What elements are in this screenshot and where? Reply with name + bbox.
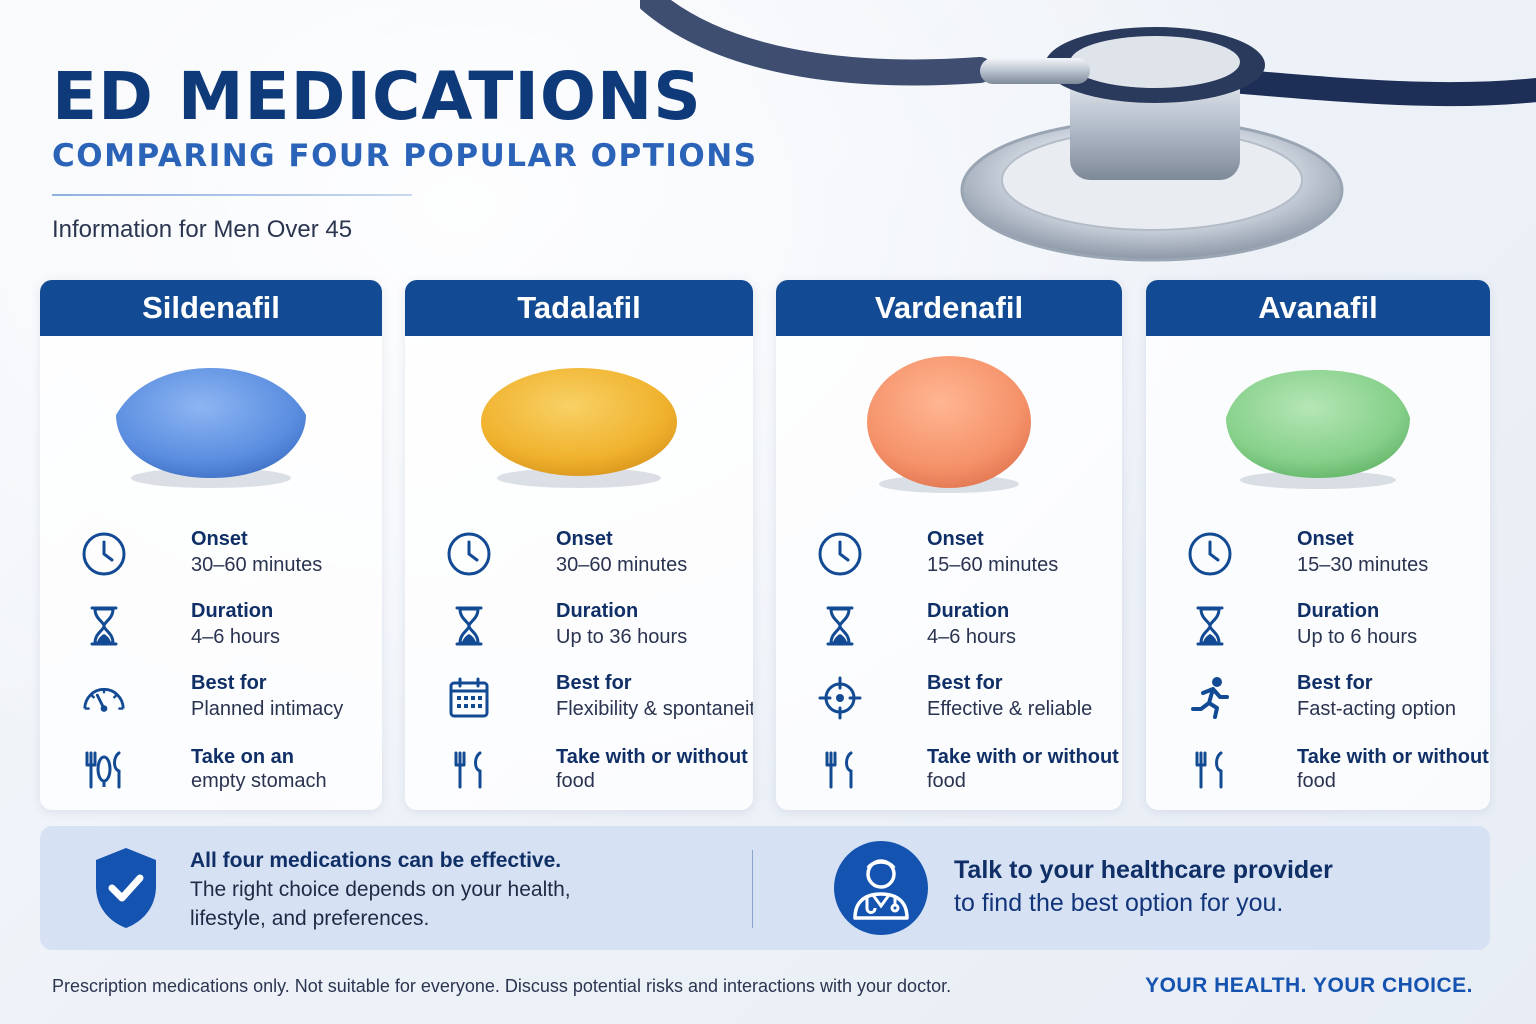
medication-card-sildenafil: Sildenafil Onset 30–60 minutes Duration … bbox=[40, 280, 382, 810]
onset-value: 15–60 minutes bbox=[927, 554, 1059, 576]
best-for-label: Best for bbox=[1297, 672, 1373, 694]
no-food-icon bbox=[85, 751, 121, 789]
advice-banner: All four medications can be effective. T… bbox=[40, 826, 1490, 950]
runner-icon bbox=[1191, 677, 1229, 719]
duration-label: Duration bbox=[556, 600, 639, 622]
best-for-value: Flexibility & spontaneity bbox=[556, 698, 753, 720]
best-for-label: Best for bbox=[556, 672, 632, 694]
best-for-label: Best for bbox=[927, 672, 1003, 694]
hourglass-icon bbox=[90, 606, 118, 646]
duration-value: Up to 6 hours bbox=[1297, 626, 1418, 648]
onset-value: 15–30 minutes bbox=[1297, 554, 1429, 576]
calendar-icon bbox=[449, 677, 489, 718]
medication-card-vardenafil: Vardenafil Onset 15–60 minutes Duration … bbox=[776, 280, 1122, 810]
food-instruction-line1: Take on an bbox=[191, 746, 294, 768]
onset-label: Onset bbox=[556, 528, 613, 550]
medication-card-avanafil: Avanafil Onset 15–30 minutes Duration Up… bbox=[1146, 280, 1490, 810]
page-subtitle: COMPARING FOUR POPULAR OPTIONS bbox=[52, 138, 758, 174]
footer-slogan: YOUR HEALTH. YOUR CHOICE. bbox=[1145, 974, 1473, 997]
footer-disclaimer: Prescription medications only. Not suita… bbox=[52, 976, 952, 996]
duration-label: Duration bbox=[191, 600, 274, 622]
card-title: Tadalafil bbox=[405, 280, 753, 336]
food-instruction-line1: Take with or without bbox=[927, 746, 1119, 768]
hourglass-icon bbox=[455, 606, 483, 646]
duration-value: 4–6 hours bbox=[191, 626, 280, 648]
food-instruction-line1: Take with or without bbox=[556, 746, 748, 768]
audience-tagline: Information for Men Over 45 bbox=[52, 216, 353, 243]
shield-check-icon bbox=[96, 848, 156, 928]
hourglass-icon bbox=[826, 606, 854, 646]
doctor-icon bbox=[834, 841, 928, 935]
clock-icon bbox=[1188, 532, 1232, 576]
duration-label: Duration bbox=[1297, 600, 1380, 622]
blue-pill-icon bbox=[116, 368, 306, 488]
duration-value: 4–6 hours bbox=[927, 626, 1016, 648]
best-for-label: Best for bbox=[191, 672, 267, 694]
food-instruction-line2: empty stomach bbox=[191, 770, 327, 792]
best-for-value: Planned intimacy bbox=[191, 698, 344, 720]
card-title: Avanafil bbox=[1146, 280, 1490, 336]
food-instruction-line1: Take with or without bbox=[1297, 746, 1489, 768]
target-icon bbox=[818, 676, 862, 720]
duration-value: Up to 36 hours bbox=[556, 626, 688, 648]
stethoscope-image bbox=[640, 0, 1536, 262]
utensils-icon bbox=[1195, 751, 1223, 789]
best-for-value: Fast-acting option bbox=[1297, 698, 1456, 720]
page-title: ED MEDICATIONS bbox=[52, 58, 702, 135]
onset-label: Onset bbox=[1297, 528, 1354, 550]
hourglass-icon bbox=[1196, 606, 1224, 646]
utensils-icon bbox=[825, 751, 853, 789]
title-divider bbox=[52, 194, 412, 196]
onset-value: 30–60 minutes bbox=[191, 554, 323, 576]
food-instruction-line2: food bbox=[927, 770, 966, 792]
provider-headline: Talk to your healthcare provider bbox=[954, 856, 1333, 884]
banner-text-line2: lifestyle, and preferences. bbox=[190, 907, 430, 930]
food-instruction-line2: food bbox=[556, 770, 595, 792]
orange-pill-icon bbox=[867, 356, 1031, 493]
medication-card-tadalafil: Tadalafil Onset 30–60 minutes Duration U… bbox=[405, 280, 753, 810]
gauge-icon bbox=[83, 688, 125, 712]
duration-label: Duration bbox=[927, 600, 1010, 622]
best-for-value: Effective & reliable bbox=[927, 698, 1093, 720]
clock-icon bbox=[82, 532, 126, 576]
banner-divider bbox=[752, 850, 753, 928]
banner-headline: All four medications can be effective. bbox=[190, 849, 562, 872]
clock-icon bbox=[447, 532, 491, 576]
clock-icon bbox=[818, 532, 862, 576]
onset-value: 30–60 minutes bbox=[556, 554, 688, 576]
food-instruction-line2: food bbox=[1297, 770, 1336, 792]
card-title: Sildenafil bbox=[40, 280, 382, 336]
yellow-pill-icon bbox=[481, 368, 677, 488]
banner-text-line1: The right choice depends on your health, bbox=[190, 878, 571, 901]
utensils-icon bbox=[454, 751, 482, 789]
provider-text: to find the best option for you. bbox=[954, 889, 1284, 917]
green-pill-icon bbox=[1226, 370, 1410, 489]
card-title: Vardenafil bbox=[776, 280, 1122, 336]
onset-label: Onset bbox=[191, 528, 248, 550]
onset-label: Onset bbox=[927, 528, 984, 550]
